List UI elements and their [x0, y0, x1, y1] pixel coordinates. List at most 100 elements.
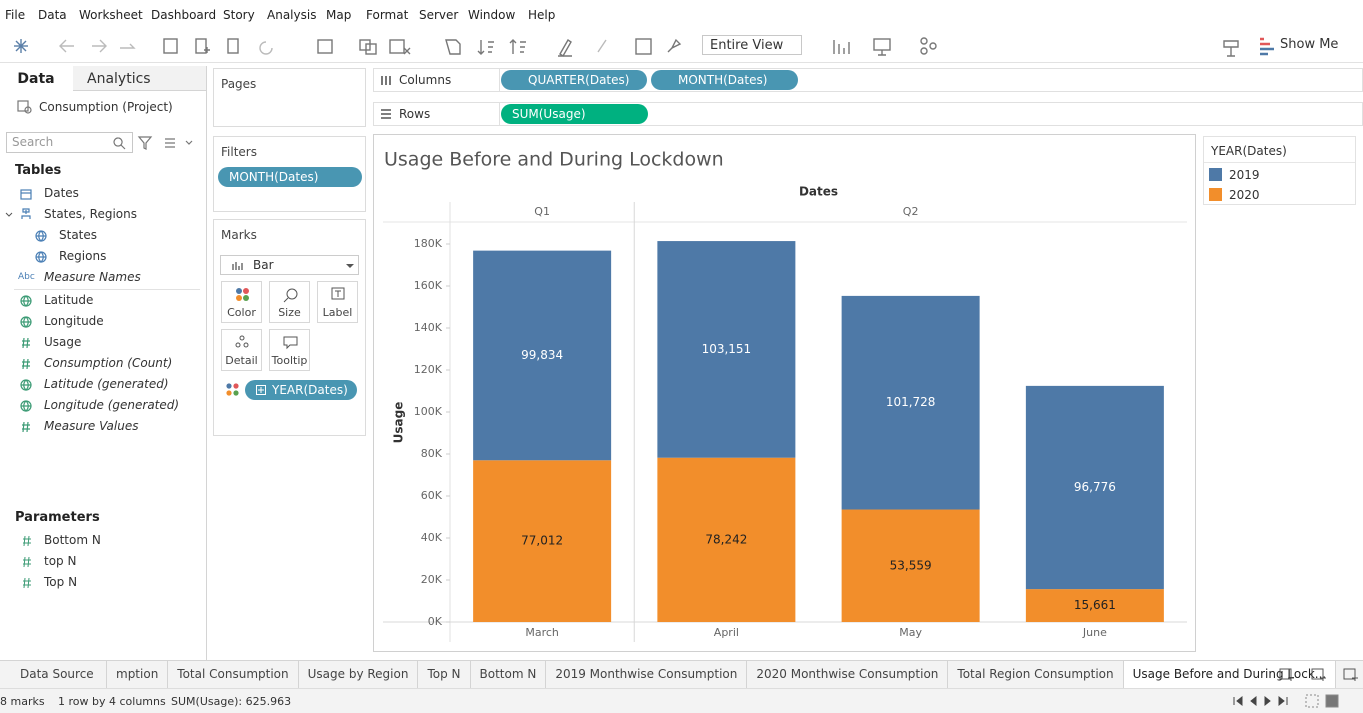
- menu-item[interactable]: Data: [38, 8, 67, 22]
- search-box[interactable]: Search: [6, 132, 133, 153]
- field[interactable]: States, Regions: [44, 207, 137, 221]
- sheet-tab[interactable]: Data Source: [0, 661, 107, 688]
- sheet-tab[interactable]: 2020 Monthwise Consumption: [747, 661, 949, 688]
- status-bar: 8 marks 1 row by 4 columns SUM(Usage): 625…: [0, 688, 1363, 713]
- field[interactable]: Usage: [44, 335, 82, 349]
- menu-item[interactable]: Server: [419, 8, 459, 22]
- marks-pill[interactable]: YEAR(Dates): [245, 380, 357, 400]
- mark-button-label: Detail: [225, 354, 258, 367]
- field[interactable]: Dates: [44, 186, 79, 200]
- icon-part: [22, 358, 30, 370]
- icon-part: [1343, 668, 1356, 680]
- data-source[interactable]: Consumption (Project): [39, 100, 173, 114]
- column-pill[interactable]: MONTH(Dates): [651, 70, 798, 90]
- parameter[interactable]: top N: [44, 554, 77, 568]
- rows-icon: [381, 109, 391, 119]
- menu-item[interactable]: File: [5, 8, 26, 22]
- icon-part: [235, 342, 241, 348]
- icon-part: [1325, 694, 1339, 708]
- icon-part: [36, 251, 46, 263]
- card-title: Marks: [221, 228, 257, 242]
- menu-item[interactable]: Analysis: [267, 8, 317, 22]
- menu-item[interactable]: Story: [223, 8, 255, 22]
- parameter-icon: [23, 577, 31, 589]
- menu-bar: File Data Worksheet Dashboard Story Analysis M…: [0, 0, 1363, 30]
- icon-part: [283, 336, 298, 350]
- menu-item[interactable]: Worksheet: [79, 8, 143, 22]
- row-pill[interactable]: SUM(Usage): [501, 104, 648, 124]
- mark-button-icon: [331, 287, 345, 300]
- sheet-tab[interactable]: Total Consumption: [168, 661, 299, 688]
- mark-button[interactable]: Color: [221, 281, 262, 323]
- field[interactable]: Measure Names: [44, 270, 141, 284]
- mark-button-label: Size: [278, 306, 301, 319]
- status-item: 8 marks: [0, 695, 45, 708]
- card-title: Filters: [221, 145, 257, 159]
- sheet-tab[interactable]: 2019 Monthwise Consumption: [546, 661, 748, 688]
- field[interactable]: Regions: [59, 249, 107, 263]
- legend-swatch: [1209, 168, 1222, 181]
- pages-card: Pages: [213, 68, 366, 127]
- menu-item[interactable]: Help: [528, 8, 556, 22]
- analytics-tab[interactable]: Analytics: [73, 66, 206, 91]
- data-tab[interactable]: Data: [17, 71, 55, 87]
- icon-part: [335, 290, 341, 297]
- filter-pill[interactable]: MONTH(Dates): [218, 167, 362, 187]
- icon-part: [226, 383, 232, 389]
- shelf-label: Columns: [399, 73, 452, 87]
- icon-part: [1320, 675, 1326, 681]
- mark-button[interactable]: Detail: [221, 329, 262, 371]
- mark-button[interactable]: Label: [317, 281, 358, 323]
- legend-label[interactable]: 2019: [1229, 168, 1260, 182]
- fit-dropdown[interactable]: Entire View: [702, 35, 802, 55]
- status-controls: [1233, 694, 1339, 708]
- menu-item[interactable]: Map: [326, 8, 352, 22]
- field[interactable]: Measure Values: [44, 419, 139, 433]
- icon-part: [243, 295, 249, 301]
- menu-item[interactable]: Dashboard: [151, 8, 217, 22]
- divider: [499, 69, 500, 91]
- field[interactable]: Latitude (generated): [44, 377, 169, 391]
- menu-item[interactable]: Format: [366, 8, 409, 22]
- field-icon: [22, 421, 30, 433]
- sheet-tab[interactable]: Top N: [418, 661, 471, 688]
- mark-type-dropdown[interactable]: Bar: [220, 255, 359, 275]
- parameter[interactable]: Bottom N: [44, 533, 101, 547]
- field[interactable]: States: [59, 228, 98, 242]
- icon-part: [21, 295, 31, 307]
- icon-part: [243, 288, 249, 294]
- show-me-button[interactable]: Show Me: [1280, 37, 1339, 52]
- parameter[interactable]: Top N: [44, 575, 78, 589]
- sheet-tab[interactable]: mption: [107, 661, 169, 688]
- icon-part: [286, 288, 298, 300]
- icon-part: [21, 316, 31, 328]
- field[interactable]: Consumption (Count): [44, 356, 173, 370]
- field[interactable]: Longitude: [44, 314, 104, 328]
- parameter-icon: [23, 556, 31, 568]
- icon-part: [1305, 694, 1319, 708]
- icon-part: [1233, 695, 1288, 707]
- icon-part: [21, 208, 31, 219]
- legend-title: YEAR(Dates): [1211, 144, 1287, 158]
- field-icon: [20, 295, 32, 307]
- mark-button[interactable]: Size: [269, 281, 310, 323]
- bar-icon: [232, 262, 243, 270]
- field[interactable]: Latitude: [44, 293, 94, 307]
- sheet-tab[interactable]: Bottom N: [471, 661, 547, 688]
- sheet-tab[interactable]: Total Region Consumption: [948, 661, 1124, 688]
- field[interactable]: Longitude (generated): [44, 398, 180, 412]
- legend-label[interactable]: 2020: [1229, 188, 1260, 202]
- menu-item[interactable]: Window: [468, 8, 516, 22]
- icon-part: [258, 387, 264, 393]
- field-icon: [22, 337, 30, 349]
- mark-button[interactable]: Tooltip: [269, 329, 310, 371]
- icon-part: [236, 288, 242, 294]
- mark-button-label: Label: [322, 306, 353, 319]
- column-pill[interactable]: QUARTER(Dates): [501, 70, 647, 90]
- icon-part: [239, 335, 245, 341]
- sheet-tab[interactable]: Usage by Region: [299, 661, 419, 688]
- sheet-tab[interactable]: Usage Before and During Lock...: [1123, 661, 1337, 688]
- field-icon: [35, 230, 47, 242]
